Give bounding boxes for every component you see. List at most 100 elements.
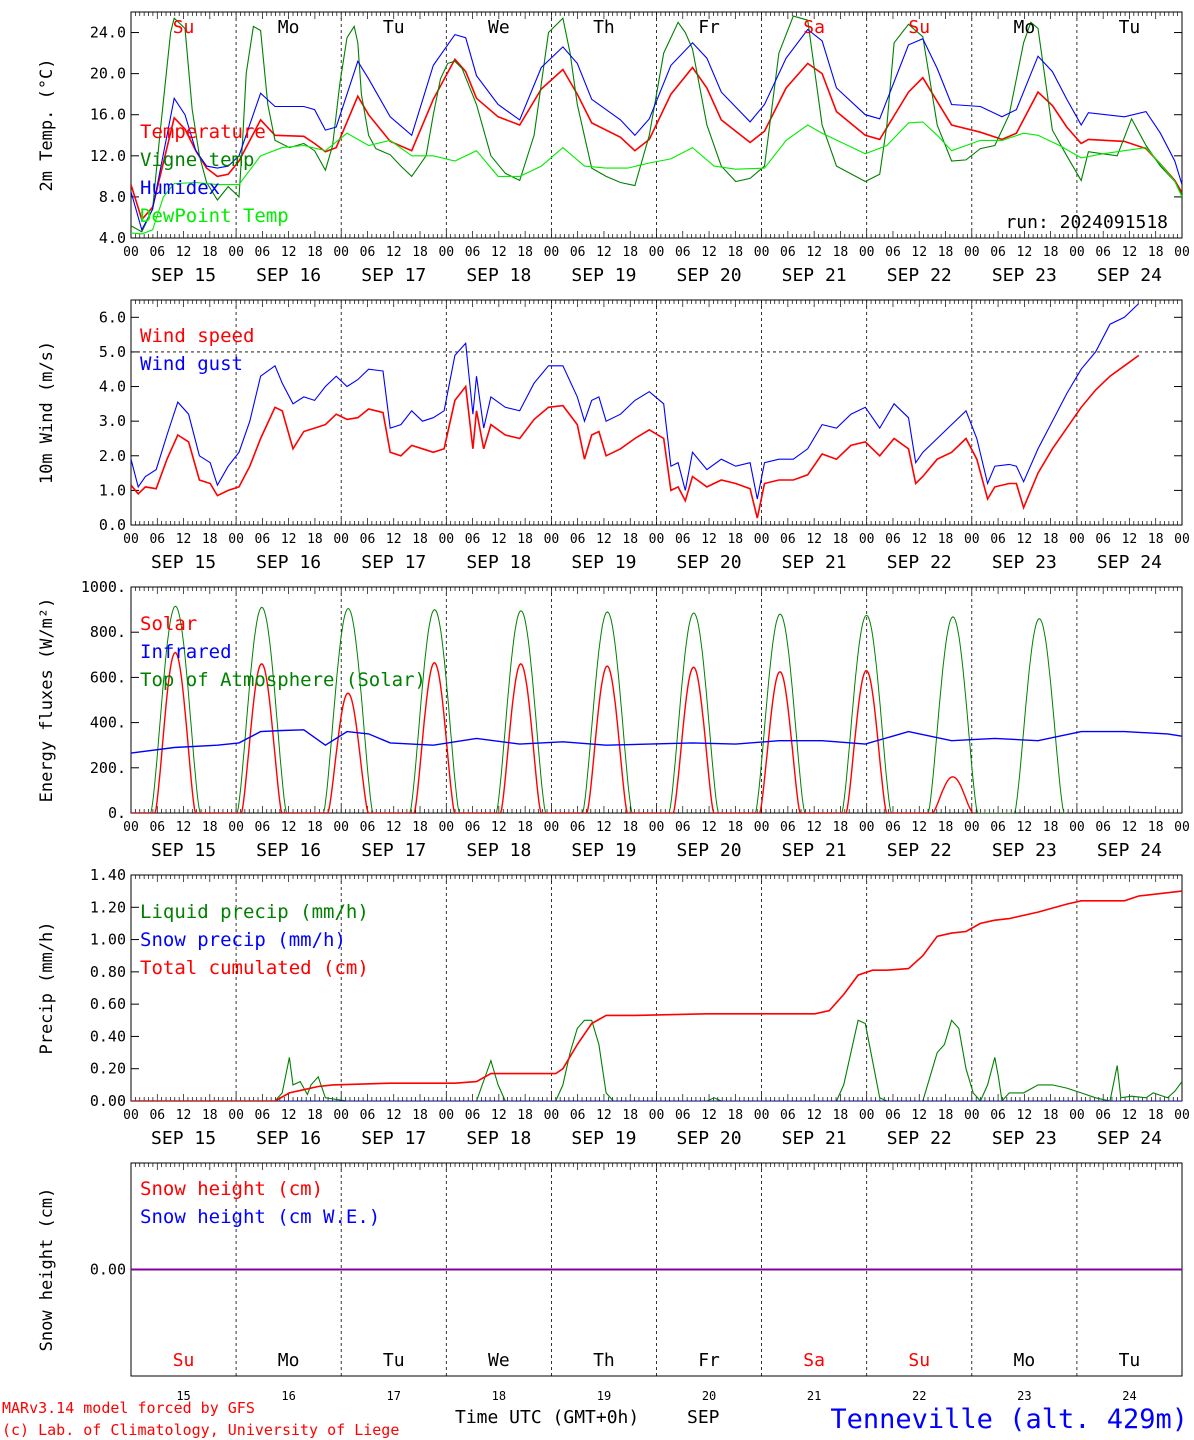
x-hour-label: 06 <box>570 245 586 260</box>
legend: Temperature Vigne temp Humidex DewPoint Tem… <box>140 121 289 227</box>
x-hour-label: 12 <box>281 820 297 835</box>
y-tick-label: 24.0 <box>90 24 126 42</box>
weekday-label: Th <box>593 1350 615 1371</box>
x-hour-label: 18 <box>938 820 954 835</box>
x-hour-label: 06 <box>990 532 1006 547</box>
x-hour-label: 18 <box>833 1108 849 1123</box>
weekday-label: Mo <box>278 1350 300 1371</box>
legend-entry: Top of Atmosphere (Solar) <box>140 669 426 691</box>
x-hour-label: 06 <box>465 532 481 547</box>
x-date-label: SEP 19 <box>571 840 636 861</box>
y-axis-label: 10m Wind (m/s) <box>37 341 57 484</box>
x-hour-label: 06 <box>990 820 1006 835</box>
weekday-label: Tu <box>1119 17 1141 38</box>
x-hour-label: 12 <box>386 245 402 260</box>
y-tick-label: 400. <box>90 714 126 732</box>
x-hour-label: 18 <box>938 532 954 547</box>
x-date-label: SEP 20 <box>677 840 742 861</box>
x-date-label: SEP 16 <box>256 552 321 573</box>
x-date-label: SEP 23 <box>992 265 1057 286</box>
x-hour-label: 12 <box>386 820 402 835</box>
legend-entry: Wind speed <box>140 325 254 347</box>
x-date-label: SEP 24 <box>1097 1128 1162 1149</box>
x-hour-label: 00 <box>1174 820 1190 835</box>
x-hour-label: 12 <box>491 1108 507 1123</box>
x-hour-label: 12 <box>701 820 717 835</box>
legend-entry: Solar <box>140 613 197 635</box>
x-date-label: SEP 23 <box>992 552 1057 573</box>
x-hour-label: 12 <box>911 1108 927 1123</box>
x-hour-label: 12 <box>1017 820 1033 835</box>
x-hour-label: 18 <box>1043 820 1059 835</box>
x-hour-label: 00 <box>1069 532 1085 547</box>
x-hour-label: 06 <box>675 820 691 835</box>
x-hour-label: 12 <box>281 532 297 547</box>
x-hour-label: 00 <box>544 1108 560 1123</box>
x-hour-label: 12 <box>596 1108 612 1123</box>
x-hour-label: 00 <box>333 245 349 260</box>
x-hour-label: 06 <box>360 245 376 260</box>
y-tick-label: 0.20 <box>90 1060 126 1078</box>
x-hour-label: 12 <box>176 820 192 835</box>
y-axis-label: Snow height (cm) <box>37 1188 57 1352</box>
x-hour-label: 06 <box>1095 820 1111 835</box>
day-number-label: 19 <box>597 1389 611 1403</box>
series-line-red <box>131 57 1182 222</box>
x-hour-label: 00 <box>123 532 139 547</box>
x-hour-label: 06 <box>570 532 586 547</box>
x-hour-label: 18 <box>833 820 849 835</box>
x-hour-label: 12 <box>911 245 927 260</box>
x-hour-label: 06 <box>885 820 901 835</box>
x-hour-label: 18 <box>938 245 954 260</box>
x-hour-label: 18 <box>412 245 428 260</box>
x-date-label: SEP 24 <box>1097 552 1162 573</box>
legend-entry: Liquid precip (mm/h) <box>140 901 369 923</box>
weekday-label: We <box>488 1350 510 1371</box>
series-group <box>131 15 1182 235</box>
x-hour-label: 12 <box>386 1108 402 1123</box>
x-hour-label: 06 <box>149 820 165 835</box>
x-hour-label: 18 <box>622 820 638 835</box>
series-line-green <box>131 1019 1182 1101</box>
x-hour-label: 00 <box>123 1108 139 1123</box>
y-tick-label: 0.80 <box>90 963 126 981</box>
x-date-label: SEP 18 <box>466 840 531 861</box>
x-hour-labels: 00 06 12 18 00 06 12 18 00 06 12 18 00 06 12 18 00 06 12 18… <box>123 820 1190 835</box>
day-number-label: 16 <box>281 1389 295 1403</box>
x-hour-label: 00 <box>333 820 349 835</box>
legend: Solar Infrared Top of Atmosphere (Solar) <box>140 613 426 691</box>
x-hour-label: 00 <box>754 532 770 547</box>
weekday-label: Su <box>173 17 195 38</box>
y-tick-label: 2.0 <box>99 447 126 465</box>
x-ticks <box>130 12 1183 238</box>
y-tick-label: 12.0 <box>90 147 126 165</box>
x-hour-label: 18 <box>517 1108 533 1123</box>
y-axis: 4.0 8.0 12.0 16.0 20.0 24.0 <box>90 24 1182 247</box>
y-tick-label: 0. <box>108 804 126 822</box>
series-line-blue <box>131 303 1140 500</box>
x-hour-label: 06 <box>149 1108 165 1123</box>
x-hour-label: 00 <box>964 245 980 260</box>
legend-entry: Wind gust <box>140 353 243 375</box>
legend-entry: Snow precip (mm/h) <box>140 929 346 951</box>
x-hour-label: 18 <box>622 245 638 260</box>
series-line-lime <box>131 121 1182 235</box>
legend-entry: Infrared <box>140 641 232 663</box>
y-tick-label: 0.40 <box>90 1027 126 1045</box>
series-line-red <box>131 354 1140 519</box>
x-ticks <box>130 1163 1183 1170</box>
x-hour-label: 06 <box>255 820 271 835</box>
weekday-label: Su <box>908 1350 930 1371</box>
y-tick-label: 4.0 <box>99 229 126 247</box>
x-hour-label: 12 <box>176 532 192 547</box>
x-date-label: SEP 15 <box>151 840 216 861</box>
x-hour-label: 06 <box>1095 245 1111 260</box>
x-hour-label: 00 <box>228 245 244 260</box>
x-hour-label: 00 <box>228 532 244 547</box>
x-hour-label: 06 <box>885 1108 901 1123</box>
x-hour-label: 06 <box>570 1108 586 1123</box>
x-hour-label: 12 <box>701 245 717 260</box>
x-hour-label: 12 <box>281 1108 297 1123</box>
x-date-label: SEP 23 <box>992 840 1057 861</box>
